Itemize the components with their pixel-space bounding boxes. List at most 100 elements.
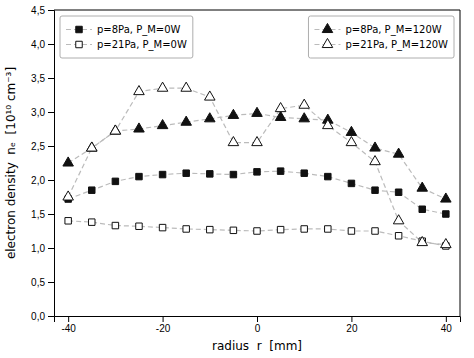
point <box>277 226 283 232</box>
point <box>157 120 168 129</box>
y-tick-label: 0,5 <box>31 277 45 288</box>
point <box>372 228 378 234</box>
point <box>417 182 428 191</box>
y-axis-line <box>48 11 55 317</box>
point <box>159 224 165 230</box>
frame <box>54 10 460 316</box>
x-tick: -40 <box>61 316 76 334</box>
point <box>275 111 286 120</box>
x-tick-mark <box>257 316 258 322</box>
series-markers <box>63 82 451 248</box>
point <box>254 228 260 234</box>
plot-area <box>63 82 451 249</box>
point <box>348 228 354 234</box>
y-tick: 0,0 <box>31 311 54 322</box>
y-tick-label: 1,5 <box>31 209 45 220</box>
point <box>207 226 213 232</box>
x-tick: -20 <box>156 316 171 334</box>
legend-label: p=8Pa, P_M=0W <box>97 24 181 36</box>
y-tick-mark <box>48 180 54 181</box>
point <box>136 223 142 229</box>
x-axis: -40 -20 0 20 40 <box>55 316 461 334</box>
legend: p=8Pa, P_M=0Wp=21Pa, P_M=0W <box>60 16 193 58</box>
point <box>443 211 449 217</box>
legend-marker <box>76 26 82 32</box>
point <box>230 227 236 233</box>
legend-label: p=21Pa, P_M=120W <box>345 39 448 51</box>
legend-swatch <box>66 41 92 47</box>
legend-marker <box>76 41 82 47</box>
point <box>254 169 260 175</box>
x-tick-label: 20 <box>346 323 358 334</box>
point <box>87 142 98 151</box>
frame-top <box>54 10 460 11</box>
y-axis: 0,0 0,5 1,0 1,5 2,0 2,5 3,0 3,5 4,0 4,5 <box>31 5 54 322</box>
point <box>325 226 331 232</box>
frame-right <box>460 10 461 316</box>
point <box>395 189 401 195</box>
point <box>393 215 404 224</box>
point <box>159 171 165 177</box>
point <box>441 239 452 248</box>
point <box>419 206 425 212</box>
legend-marker <box>322 23 333 32</box>
series-markers <box>65 218 449 250</box>
y-tick: 4,0 <box>31 39 54 50</box>
point <box>63 191 74 200</box>
x-tick: 0 <box>255 316 261 334</box>
point <box>277 168 283 174</box>
point <box>110 125 121 134</box>
series-line <box>68 171 446 214</box>
legend-swatch <box>314 38 340 47</box>
y-tick-mark <box>48 146 54 147</box>
point <box>230 171 236 177</box>
point <box>370 156 381 165</box>
y-tick-mark <box>48 78 54 79</box>
point <box>299 99 310 108</box>
point <box>181 82 192 91</box>
point <box>301 170 307 176</box>
y-tick-mark <box>48 112 54 113</box>
x-tick-label: 0 <box>255 323 261 334</box>
point <box>157 82 168 91</box>
point <box>207 171 213 177</box>
y-tick-label: 3,5 <box>31 73 45 84</box>
y-tick: 3,0 <box>31 107 54 118</box>
point <box>205 91 216 100</box>
y-tick-label: 1,0 <box>31 243 45 254</box>
x-tick-mark <box>163 316 164 322</box>
point <box>228 109 239 118</box>
y-tick-label: 4,5 <box>31 5 45 16</box>
point <box>275 103 286 112</box>
point <box>112 222 118 228</box>
x-tick-label: 40 <box>441 323 453 334</box>
point <box>395 233 401 239</box>
x-axis-line <box>55 317 461 323</box>
x-tick: 40 <box>441 316 453 334</box>
y-tick: 2,5 <box>31 141 54 152</box>
point <box>228 137 239 146</box>
y-tick-mark <box>48 316 54 317</box>
y-tick-mark <box>48 10 54 11</box>
point <box>134 86 145 95</box>
point <box>183 226 189 232</box>
point <box>441 193 452 202</box>
y-tick-label: 3,0 <box>31 107 45 118</box>
point <box>183 170 189 176</box>
point <box>87 142 98 151</box>
point <box>205 113 216 122</box>
legend-swatch <box>314 23 340 32</box>
y-tick-label: 2,0 <box>31 175 45 186</box>
legend-box <box>308 16 454 58</box>
point <box>89 187 95 193</box>
y-tick: 4,5 <box>31 5 54 16</box>
point <box>323 120 334 129</box>
point <box>301 226 307 232</box>
point <box>136 173 142 179</box>
point <box>252 107 263 116</box>
chart: -40 -20 0 20 40 0,0 0,5 1,0 1,5 2,0 2,5 3,0 3,5 4,0 4,… <box>0 0 474 358</box>
point <box>348 180 354 186</box>
point <box>63 157 74 166</box>
legend-swatch <box>66 26 92 32</box>
legend-label: p=8Pa, P_M=120W <box>345 24 441 36</box>
